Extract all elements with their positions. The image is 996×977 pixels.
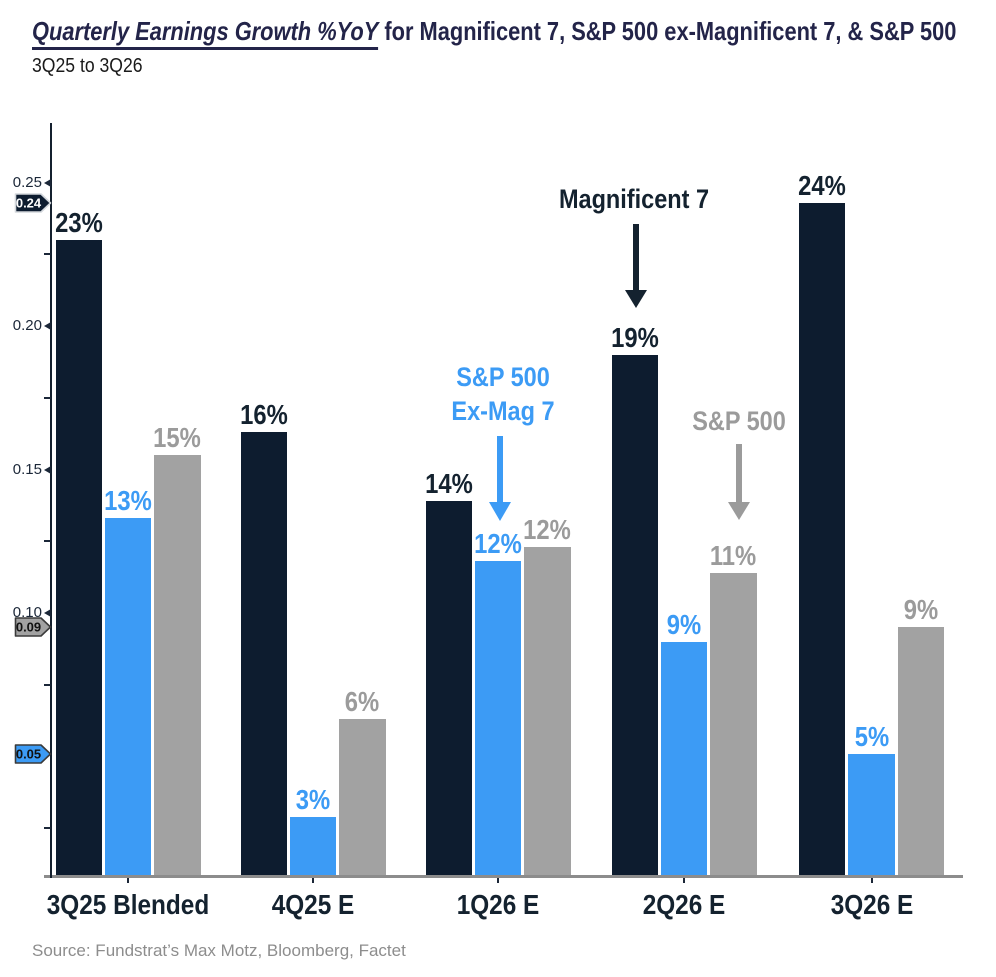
- bar-s-p-500-ex-mag-7-5: [848, 753, 895, 875]
- chart-title-emphasis: Quarterly Earnings Growth %YoY: [32, 16, 379, 50]
- y-axis-line: [50, 123, 52, 878]
- chart-subtitle: 3Q25 to 3Q26: [32, 55, 143, 77]
- svg-text:0.24: 0.24: [16, 195, 42, 210]
- bar-value-label: 19%: [610, 321, 659, 353]
- bar-value-label: 11%: [710, 539, 757, 571]
- y-axis-minor-tick: [44, 827, 51, 830]
- bar-magnificent-7-3: [425, 501, 472, 875]
- y-axis-tick-label: 0.10: [12, 604, 42, 621]
- y-axis-minor-tick: [44, 253, 51, 256]
- x-axis-category-label: 3Q26 E: [830, 889, 913, 920]
- bar-value-label: 23%: [54, 206, 103, 238]
- y-axis-tick-label: 0.15: [12, 460, 42, 478]
- bar-s-p-500-3: [524, 546, 571, 875]
- down-arrow-icon: [489, 436, 511, 521]
- x-axis-tick: [870, 878, 873, 883]
- bar-value-label: 24%: [798, 169, 846, 201]
- bar-s-p-500-ex-mag-7-4: [660, 641, 708, 875]
- x-axis-tick: [497, 878, 499, 883]
- bar-value-label: 12%: [523, 513, 572, 545]
- source-note: Source: Fundstrat’s Max Motz, Bloomberg,…: [32, 941, 406, 960]
- y-axis-minor-tick: [44, 683, 51, 686]
- bar-s-p-500-5: [897, 627, 945, 875]
- y-axis-tick-arrow-icon: [44, 609, 51, 617]
- svg-text:0.09: 0.09: [16, 620, 41, 635]
- x-axis-category-label: 2Q26 E: [642, 889, 726, 920]
- y-axis-minor-tick: [44, 540, 51, 543]
- bar-value-label: 16%: [239, 399, 288, 431]
- bar-value-label: 3%: [295, 783, 331, 815]
- series-annotation-sp500: S&P 500: [692, 406, 786, 436]
- bar-magnificent-7-5: [799, 202, 846, 875]
- bar-magnificent-7-1: [55, 239, 102, 875]
- bar-value-label: 15%: [153, 422, 202, 454]
- down-arrow-icon: [625, 224, 647, 308]
- x-axis-category-label: 1Q26 E: [456, 889, 540, 920]
- bar-s-p-500-4: [710, 572, 757, 875]
- axis-last-value-badge: 0.09: [14, 617, 52, 638]
- y-axis-tick-arrow-icon: [44, 465, 51, 474]
- y-axis-tick-arrow-icon: [44, 178, 51, 187]
- series-annotation-sp500-ex-mag7: Ex-Mag 7: [451, 396, 555, 426]
- chart-title-rest: for Magnificent 7, S&P 500 ex-Magnificen…: [378, 16, 957, 46]
- svg-text:0.05: 0.05: [16, 746, 41, 761]
- down-arrow-icon: [728, 444, 750, 520]
- bar-s-p-500-ex-mag-7-1: [104, 518, 152, 875]
- bar-value-label: 5%: [854, 720, 889, 752]
- y-axis-minor-tick: [44, 396, 51, 399]
- y-axis-tick-label: 0.20: [12, 317, 42, 334]
- series-annotation-sp500-ex-mag7: S&P 500: [456, 362, 550, 392]
- page-title: Quarterly Earnings Growth %YoY for Magni…: [32, 16, 957, 50]
- bar-s-p-500-ex-mag-7-3: [474, 561, 522, 875]
- axis-last-value-badge: 0.24: [14, 192, 52, 213]
- bar-s-p-500-ex-mag-7-2: [289, 816, 337, 875]
- x-axis-line: [44, 875, 963, 878]
- x-axis-category-label: 4Q25 E: [271, 889, 355, 920]
- bar-value-label: 9%: [903, 594, 939, 626]
- chart-header: Quarterly Earnings Growth %YoY for Magni…: [32, 16, 996, 78]
- bar-s-p-500-2: [339, 719, 386, 875]
- bar-s-p-500-1: [154, 455, 201, 875]
- series-annotation-magnificent-7: Magnificent 7: [558, 184, 710, 214]
- x-axis-tick: [127, 878, 129, 883]
- bar-value-label: 12%: [474, 528, 522, 560]
- bar-magnificent-7-2: [240, 432, 287, 875]
- bar-value-label: 9%: [666, 608, 702, 640]
- x-axis-category-label: 3Q25 Blended: [46, 889, 210, 920]
- x-axis-tick: [312, 878, 314, 883]
- x-axis-tick: [683, 878, 685, 883]
- y-axis-tick-label: 0.25: [12, 173, 42, 191]
- bar-magnificent-7-4: [611, 354, 658, 875]
- bar-value-label: 13%: [104, 485, 152, 517]
- bar-value-label: 14%: [424, 468, 473, 500]
- bar-value-label: 6%: [345, 686, 380, 718]
- axis-last-value-badge: 0.05: [14, 743, 52, 764]
- y-axis-tick-arrow-icon: [44, 322, 51, 330]
